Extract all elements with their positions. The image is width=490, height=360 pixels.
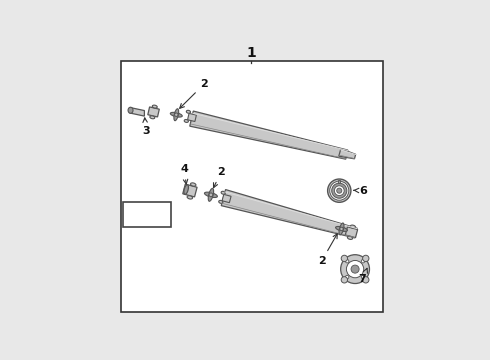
Circle shape [345,260,349,263]
Ellipse shape [137,209,139,220]
Ellipse shape [221,191,225,194]
Ellipse shape [152,105,157,108]
Circle shape [328,179,351,202]
Circle shape [174,113,178,116]
Ellipse shape [187,196,193,199]
Ellipse shape [171,112,182,117]
Ellipse shape [184,120,189,122]
Ellipse shape [159,209,161,220]
Polygon shape [222,194,231,203]
Polygon shape [188,113,196,121]
Ellipse shape [150,116,155,119]
Polygon shape [190,111,348,159]
Ellipse shape [350,225,356,228]
Polygon shape [130,108,145,116]
Circle shape [361,260,365,263]
Circle shape [363,276,369,283]
Circle shape [341,255,369,284]
Text: 7: 7 [359,268,368,284]
Polygon shape [339,149,356,159]
Bar [123,202,171,227]
Ellipse shape [130,210,132,220]
Circle shape [341,255,347,262]
Text: 1: 1 [246,46,256,60]
Text: 6: 6 [354,186,368,196]
Circle shape [346,261,364,278]
Polygon shape [333,183,345,189]
Circle shape [361,275,365,279]
Ellipse shape [162,211,164,219]
Ellipse shape [347,236,353,239]
Circle shape [330,181,349,200]
Ellipse shape [191,183,196,186]
Ellipse shape [336,226,347,231]
Text: 5: 5 [138,209,146,219]
Ellipse shape [174,109,179,121]
Ellipse shape [146,209,148,220]
Polygon shape [148,107,159,117]
Ellipse shape [142,209,144,220]
Ellipse shape [184,185,189,194]
Text: 2: 2 [214,167,225,188]
Text: 3: 3 [142,118,149,135]
Ellipse shape [208,188,214,201]
Ellipse shape [155,209,157,220]
Circle shape [340,227,343,231]
Text: 4: 4 [180,164,188,184]
Circle shape [209,193,213,197]
Polygon shape [345,227,358,238]
Ellipse shape [150,209,152,220]
Polygon shape [221,190,357,238]
Circle shape [345,275,349,279]
Bar [339,180,340,183]
Ellipse shape [219,201,223,203]
Text: 2: 2 [318,234,337,266]
Circle shape [337,188,342,193]
Ellipse shape [132,209,135,220]
Ellipse shape [186,110,191,113]
Circle shape [341,276,347,283]
Circle shape [351,265,359,273]
Ellipse shape [204,192,218,198]
Ellipse shape [128,107,133,113]
Polygon shape [183,184,197,197]
Circle shape [334,186,344,195]
Text: 2: 2 [180,79,208,108]
Circle shape [363,255,369,262]
Ellipse shape [339,223,344,235]
Circle shape [332,183,347,198]
